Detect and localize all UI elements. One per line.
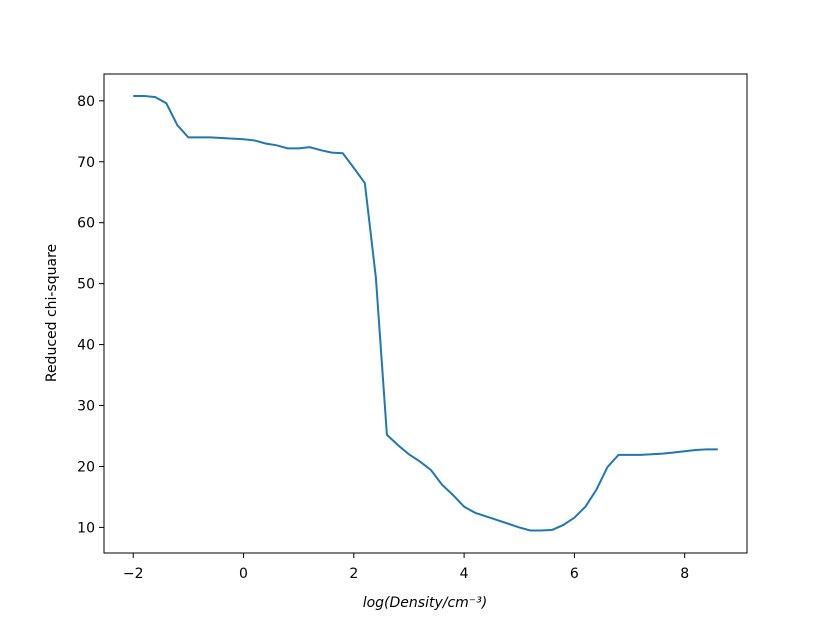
plot-frame xyxy=(103,73,748,554)
x-tick-label: 6 xyxy=(570,566,579,582)
y-tick-label: 70 xyxy=(77,155,95,171)
y-tick-label: 60 xyxy=(77,216,95,232)
y-axis-label: Reduced chi-square xyxy=(44,244,60,382)
y-tick-label: 40 xyxy=(77,338,95,354)
line xyxy=(133,94,718,532)
x-tick-label: −2 xyxy=(123,566,144,582)
x-tick-label: 0 xyxy=(239,566,248,582)
y-tick-label: 80 xyxy=(77,94,95,110)
x-tick-label: 8 xyxy=(680,566,689,582)
y-tick-label: 10 xyxy=(77,520,95,536)
x-tick-label: 4 xyxy=(460,566,469,582)
x-axis-label: log(Density/cm⁻³) xyxy=(363,595,488,611)
y-tick-label: 30 xyxy=(77,399,95,415)
y-tick-label: 50 xyxy=(77,277,95,293)
x-tick-label: 2 xyxy=(349,566,358,582)
y-tick-label: 20 xyxy=(77,459,95,475)
